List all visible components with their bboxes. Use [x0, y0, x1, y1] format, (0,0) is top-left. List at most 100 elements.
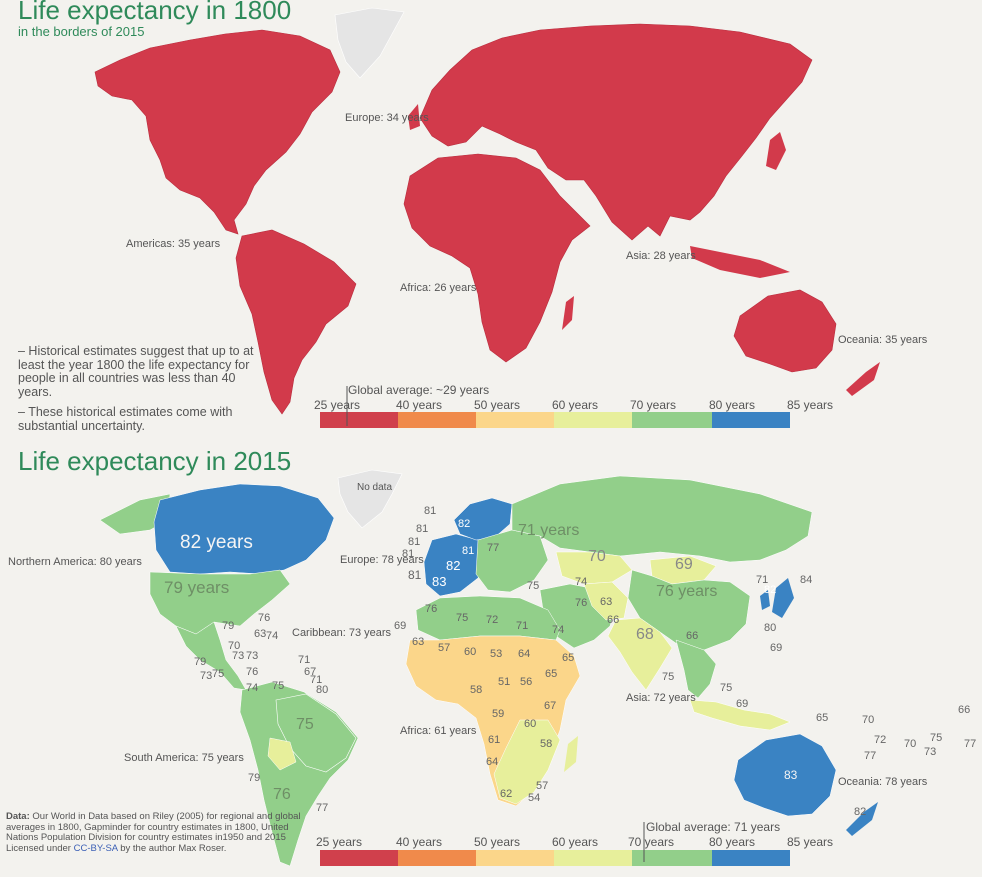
map-value: 81: [462, 545, 475, 557]
uk-1800-shape: [408, 104, 420, 130]
license-prefix: Licensed under: [6, 842, 71, 854]
map-label-argentina: 76: [273, 786, 291, 803]
map-value: 75: [662, 671, 675, 683]
map-value: 70: [862, 714, 875, 726]
legend-tick: 70 years: [630, 398, 677, 412]
map-value: 57: [438, 642, 451, 654]
map-value: 79: [222, 620, 235, 632]
usa-2015-shape: [149, 569, 291, 635]
title-1800: Life expectancy in 1800: [18, 0, 292, 25]
map-value: 70: [904, 738, 917, 750]
region-label-europe-2015: Europe: 78 years: [340, 554, 424, 566]
map-value: 59: [492, 708, 505, 720]
map-value: 74: [575, 576, 588, 588]
legend-tick: 85 years: [787, 398, 834, 412]
map-value: 71: [298, 654, 311, 666]
source-note: Data: Our World in Data based on Riley (…: [6, 811, 306, 854]
region-label-africa-1800: Africa: 26 years: [400, 282, 477, 294]
map-value: 66: [958, 704, 971, 716]
map-value: 80: [316, 684, 329, 696]
central-asia-2015-shape: [583, 581, 629, 621]
region-label-northern-america-2015: Northern America: 80 years: [8, 556, 142, 568]
map-value: 75: [527, 580, 540, 592]
map-value: 76: [425, 603, 438, 615]
global-average-2015: Global average: 71 years: [646, 820, 781, 834]
map-value: 81: [408, 536, 421, 548]
region-label-oceania-2015: Oceania: 78 years: [838, 776, 928, 788]
legend-1800: [320, 386, 790, 428]
map-value: 69: [770, 642, 783, 654]
legend-tick: 85 years: [787, 835, 834, 849]
map-value: 64: [518, 648, 531, 660]
map-value: 73: [200, 670, 213, 682]
madagascar-1800-shape: [562, 296, 574, 330]
bolivia-2015-shape: [267, 737, 297, 771]
legend-tick: 60 years: [552, 398, 599, 412]
note-1800-second: – These historical estimates come with s…: [18, 405, 233, 433]
region-label-africa-2015: Africa: 61 years: [400, 725, 477, 737]
map-value: 72: [874, 734, 887, 746]
japan-1800-shape: [766, 132, 786, 170]
map-label-mongolia: 69: [675, 556, 693, 573]
legend-tick: 50 years: [474, 835, 521, 849]
global-average-1800: Global average: ~29 years: [348, 383, 490, 397]
sub-saharan-africa-2015-shape: [405, 635, 581, 807]
map-value: 76: [575, 597, 588, 609]
map-label-brazil: 75: [296, 716, 314, 733]
map-value: 75: [272, 680, 285, 692]
map-value: 67: [544, 700, 557, 712]
map-value: 65: [562, 652, 575, 664]
map-value: 58: [540, 738, 553, 750]
map-value: 77: [864, 750, 877, 762]
map-value: 57: [536, 780, 549, 792]
map-value: 63: [254, 628, 267, 640]
greenland-shape: [334, 7, 405, 79]
region-label-asia-1800: Asia: 28 years: [626, 250, 696, 262]
south-africa-region-2015-shape: [493, 719, 561, 805]
title-2015: Life expectancy in 2015: [18, 446, 292, 476]
map-value: 71: [516, 620, 529, 632]
kazakhstan-2015-shape: [555, 551, 633, 585]
legend-tick: 50 years: [474, 398, 521, 412]
legend-tick: 70 years: [628, 835, 675, 849]
map-value: 65: [545, 668, 558, 680]
map-value: 74: [552, 624, 565, 636]
map-value: 73: [232, 650, 245, 662]
indonesia-1800-shape: [690, 246, 790, 278]
canada-2015-shape: [153, 483, 335, 575]
map-value: 58: [470, 684, 483, 696]
map-value: 81: [424, 505, 437, 517]
map-label-usa: 79 years: [164, 578, 230, 597]
map-value: 65: [816, 712, 829, 724]
india-2015-shape: [607, 617, 673, 691]
license-link[interactable]: CC-BY-SA: [73, 842, 118, 854]
map-value: 80: [764, 622, 777, 634]
map-label-canada: 82 years: [180, 532, 253, 553]
korea-2015-shape: [760, 590, 770, 610]
legend-tick: 40 years: [396, 398, 443, 412]
map-value: 63: [412, 636, 425, 648]
region-label-americas-1800: Americas: 35 years: [126, 238, 221, 250]
map-value: 73: [246, 650, 259, 662]
map-label-australia: 83: [784, 768, 798, 782]
map-value: 71: [310, 674, 323, 686]
map-value: 61: [488, 734, 501, 746]
license-suffix: by the author Max Roser.: [120, 842, 227, 854]
map-value: 83: [432, 574, 447, 589]
map-value: 76: [258, 612, 271, 624]
south-america-1800-shape: [235, 229, 357, 415]
region-label-caribbean-2015: Caribbean: 73 years: [292, 627, 392, 639]
map-value: 82: [446, 558, 461, 573]
map-value: 76: [246, 666, 259, 678]
madagascar-2015-shape: [564, 736, 578, 772]
map-value: 64: [486, 756, 499, 768]
australia-2015-shape: [733, 733, 837, 817]
brazil-2015-shape: [275, 693, 357, 773]
region-label-south-america-2015: South America: 75 years: [124, 752, 244, 764]
map-value: 72: [486, 614, 499, 626]
map-value: 60: [464, 646, 477, 658]
map-value: 81: [402, 548, 415, 560]
map-value: 69: [394, 620, 407, 632]
map-value: 54: [528, 792, 541, 804]
map-value: 75: [212, 668, 225, 680]
